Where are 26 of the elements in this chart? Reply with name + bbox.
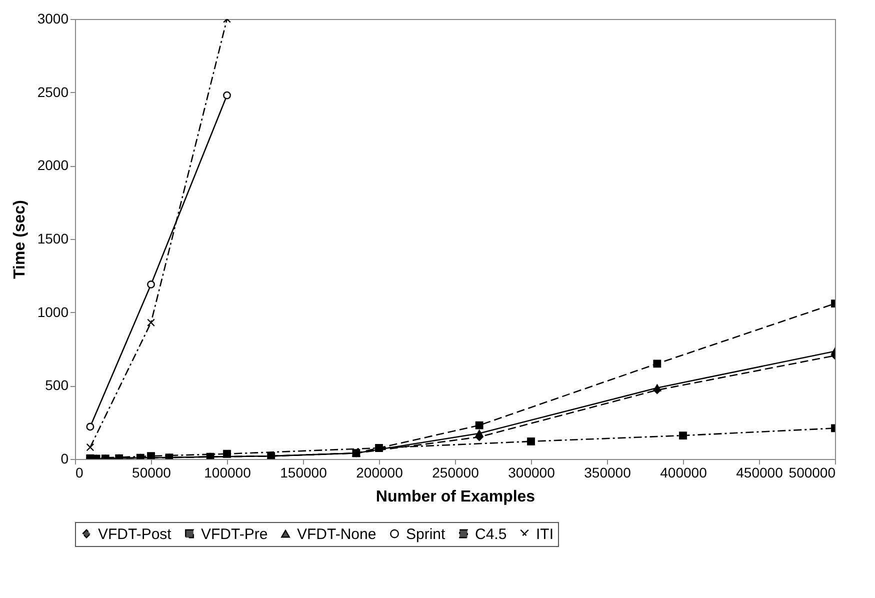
legend-label: C4.5 bbox=[475, 526, 507, 543]
y-tick-label: 1500 bbox=[37, 230, 69, 246]
x-axis-title: Number of Examples bbox=[376, 488, 536, 506]
x-tick-label: 200000 bbox=[356, 464, 404, 480]
x-tick-label: 400000 bbox=[660, 464, 708, 480]
x-tick-label: 350000 bbox=[584, 464, 632, 480]
legend-label: ITI bbox=[536, 526, 554, 543]
x-tick-label: 500000 bbox=[788, 464, 836, 480]
legend-label: VFDT-Pre bbox=[201, 526, 268, 543]
y-axis-title: Time (sec) bbox=[11, 200, 28, 279]
x-tick-label: 450000 bbox=[736, 464, 784, 480]
x-tick-label: 250000 bbox=[432, 464, 480, 480]
y-tick-label: 3000 bbox=[37, 10, 69, 26]
x-tick-label: 150000 bbox=[280, 464, 328, 480]
legend-label: VFDT-None bbox=[297, 526, 376, 543]
x-tick-label: 100000 bbox=[204, 464, 252, 480]
y-tick-label: 500 bbox=[45, 377, 69, 394]
y-tick-label: 1000 bbox=[37, 304, 69, 320]
x-tick-label: 50000 bbox=[132, 464, 172, 480]
y-tick-label: 2500 bbox=[37, 84, 69, 100]
legend-label: VFDT-Post bbox=[98, 526, 172, 543]
y-tick-label: 0 bbox=[60, 450, 69, 466]
x-tick-label: 300000 bbox=[508, 464, 556, 480]
x-tick-label: 0 bbox=[76, 464, 84, 480]
legend-label: Sprint bbox=[406, 526, 446, 543]
y-tick-label: 2000 bbox=[37, 157, 69, 174]
